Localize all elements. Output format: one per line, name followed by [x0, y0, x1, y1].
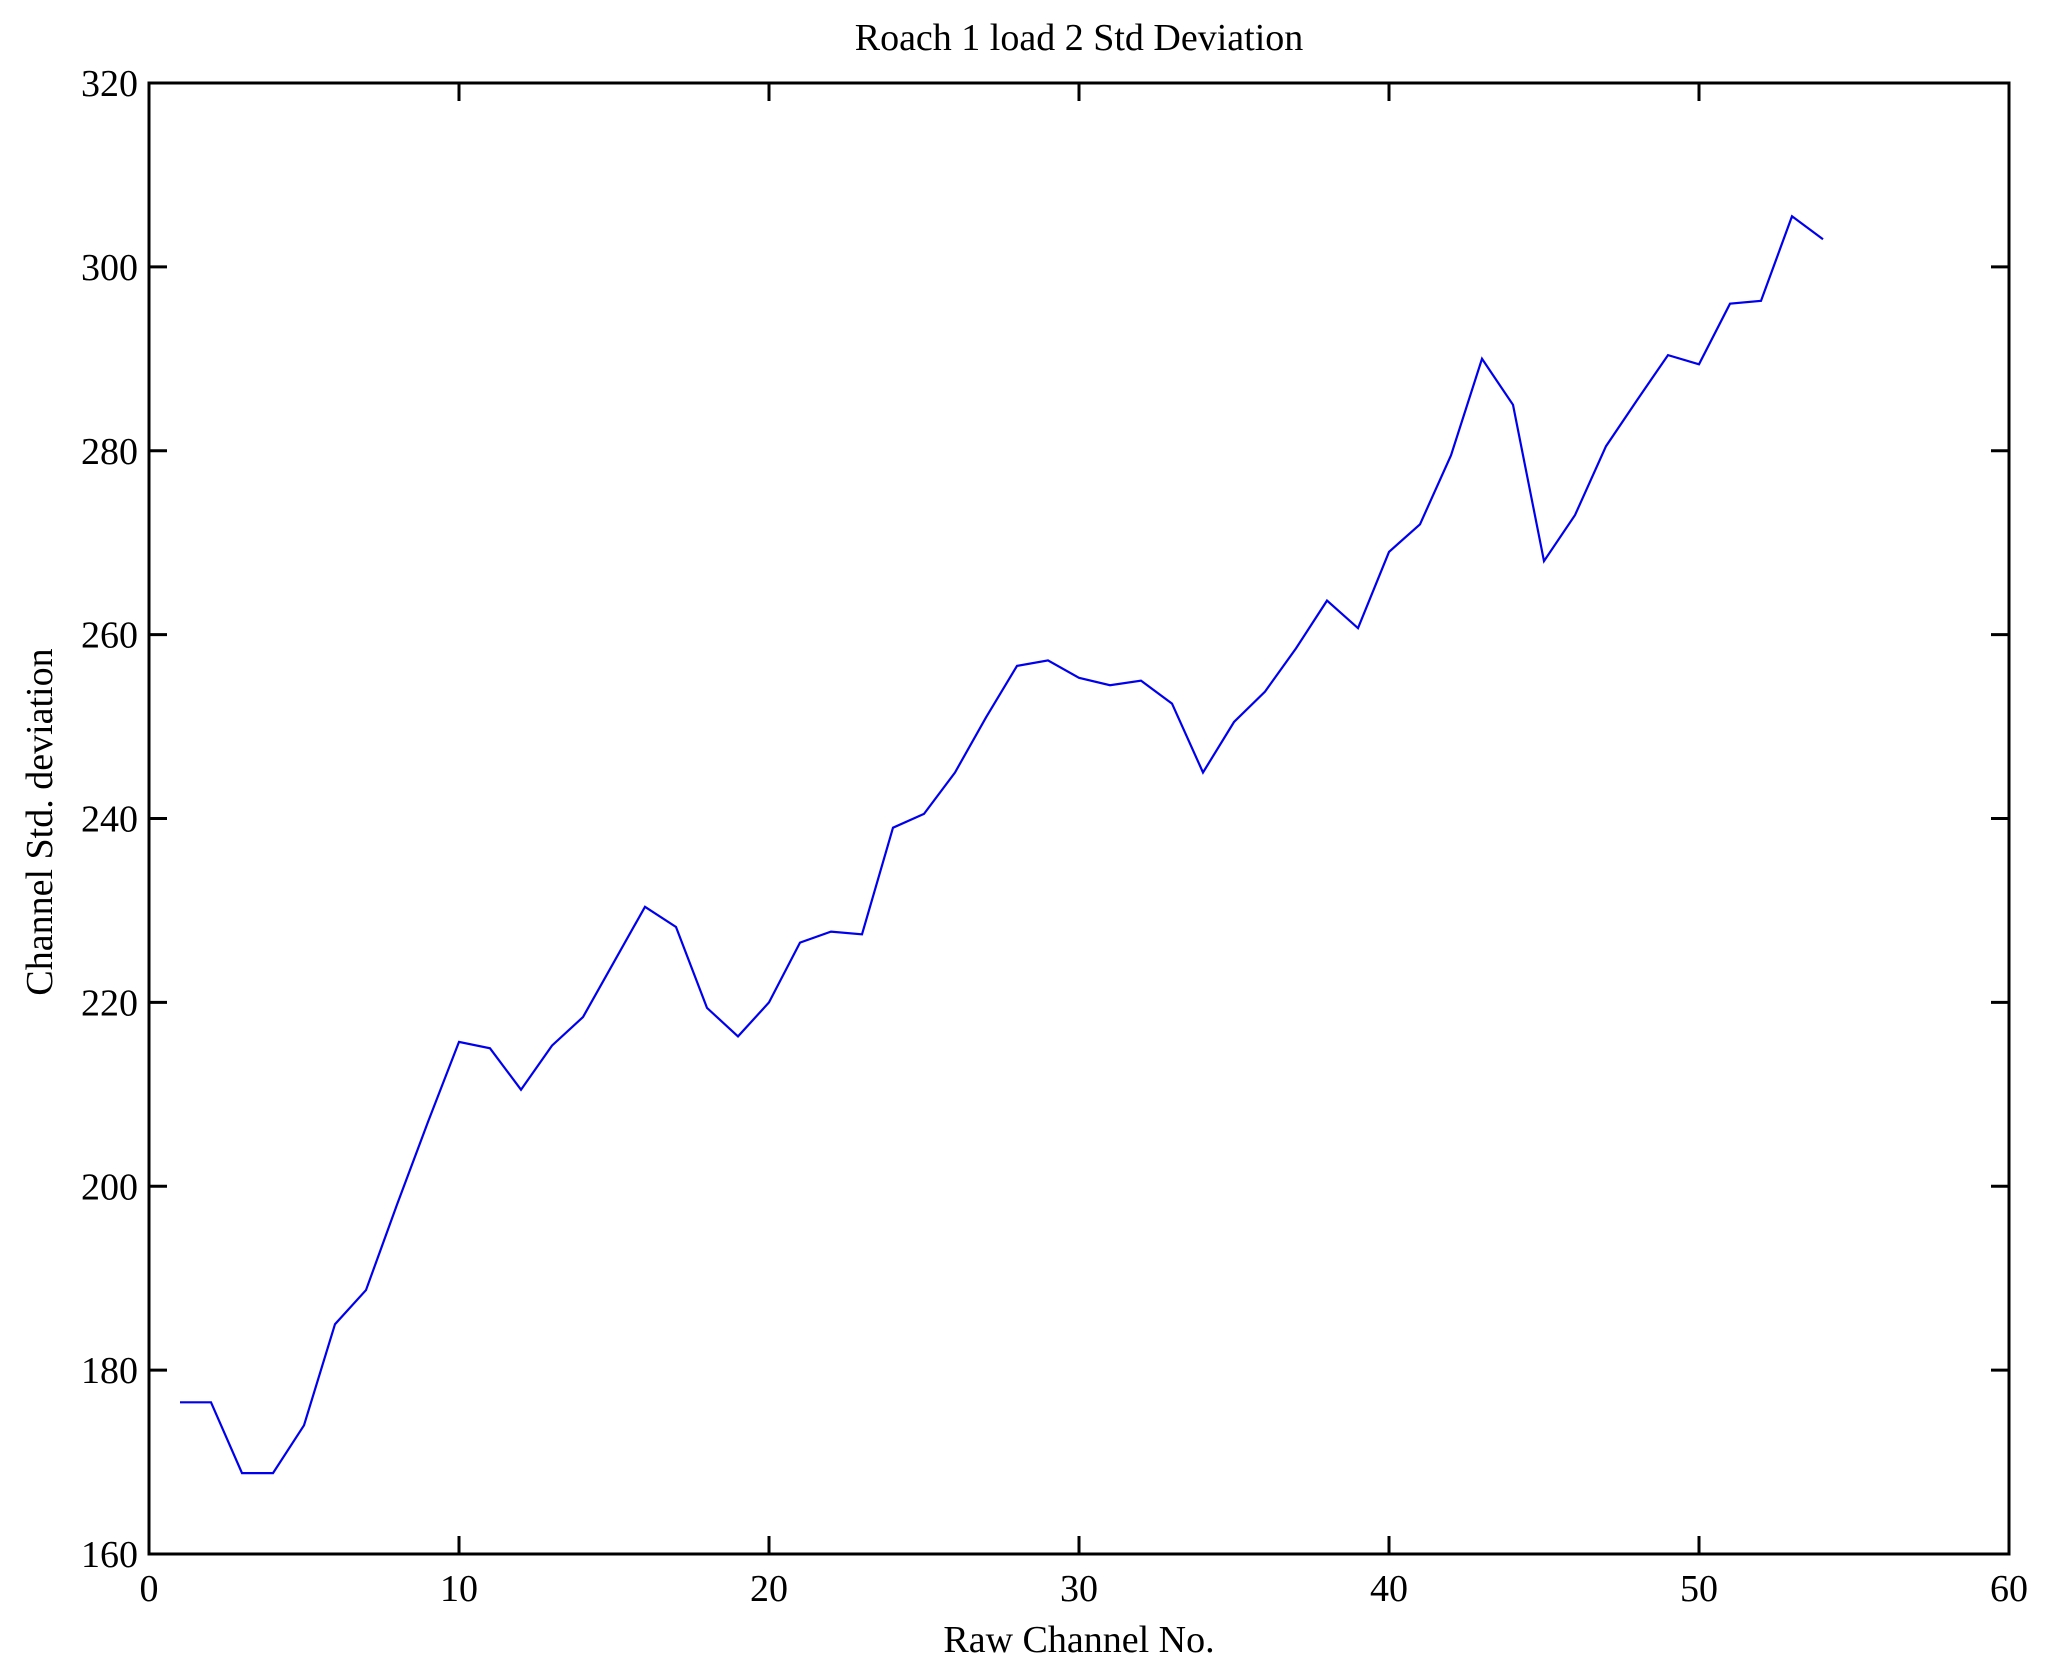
- y-tick-label: 160: [81, 1534, 138, 1576]
- y-tick-label: 220: [81, 982, 138, 1024]
- x-tick-label: 40: [1370, 1568, 1408, 1610]
- x-tick-label: 60: [1990, 1568, 2028, 1610]
- x-tick-label: 30: [1060, 1568, 1098, 1610]
- y-tick-label: 200: [81, 1166, 138, 1208]
- x-tick-label: 10: [440, 1568, 478, 1610]
- y-tick-label: 280: [81, 431, 138, 473]
- y-tick-label: 300: [81, 247, 138, 289]
- chart-title: Roach 1 load 2 Std Deviation: [854, 17, 1304, 59]
- y-tick-label: 260: [81, 615, 138, 657]
- x-tick-label: 0: [140, 1568, 159, 1610]
- data-line: [180, 214, 1824, 1475]
- x-tick-label: 20: [750, 1568, 788, 1610]
- y-tick-label: 320: [81, 63, 138, 105]
- x-axis-label: Raw Channel No.: [943, 1619, 1215, 1661]
- y-tick-label: 240: [81, 799, 138, 841]
- x-tick-label: 50: [1680, 1568, 1718, 1610]
- y-tick-label: 180: [81, 1350, 138, 1392]
